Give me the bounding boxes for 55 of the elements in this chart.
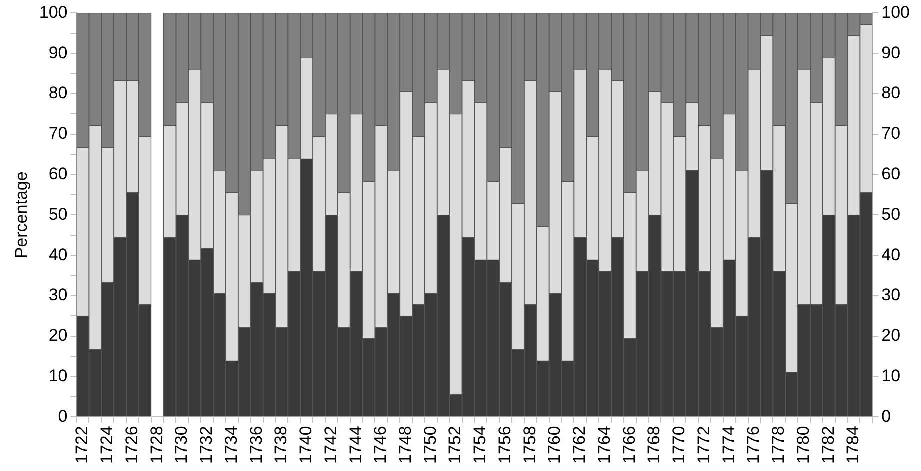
y-tick-label: 20 bbox=[48, 326, 68, 346]
x-tick-label: 1736 bbox=[246, 426, 266, 464]
x-tick-label: 1776 bbox=[744, 426, 764, 464]
x-tick-label: 1782 bbox=[818, 426, 838, 464]
x-tick-label: 1732 bbox=[197, 426, 216, 464]
x-tick-label: 1758 bbox=[520, 426, 540, 464]
x-tick-label: 1754 bbox=[470, 426, 490, 464]
x-tick-label: 1738 bbox=[272, 426, 291, 464]
x-tick-label: 1752 bbox=[446, 426, 465, 464]
y2-tick-label: 10 bbox=[882, 366, 901, 386]
x-tick-label: 1778 bbox=[769, 426, 788, 464]
x-tick-label: 1780 bbox=[794, 426, 813, 464]
y2-tick-label: 100 bbox=[882, 2, 910, 22]
x-tick-label: 1750 bbox=[420, 426, 440, 464]
x-tick-label: 1768 bbox=[644, 426, 664, 464]
x-tick-label: 1770 bbox=[670, 426, 689, 464]
y-axis-title: Percentage bbox=[12, 172, 31, 259]
y-tick-label: 30 bbox=[48, 286, 68, 305]
x-tick-label: 1722 bbox=[72, 426, 92, 464]
y-tick-label: 40 bbox=[48, 245, 68, 264]
x-tick-label: 1746 bbox=[371, 426, 390, 464]
y-tick-label: 100 bbox=[39, 2, 68, 22]
y-tick-label: 80 bbox=[48, 84, 68, 103]
x-tick-label: 1772 bbox=[694, 426, 714, 464]
y2-tick-label: 30 bbox=[882, 286, 901, 305]
x-tick-label: 1744 bbox=[346, 426, 366, 464]
x-tick-label: 1784 bbox=[844, 426, 863, 464]
y2-tick-label: 0 bbox=[882, 406, 892, 426]
x-tick-label: 1730 bbox=[172, 426, 192, 464]
y2-tick-label: 70 bbox=[882, 124, 901, 144]
y-tick-label: 10 bbox=[48, 366, 68, 386]
y2-tick-label: 60 bbox=[882, 164, 901, 184]
x-tick-label: 1766 bbox=[620, 426, 639, 464]
y2-tick-label: 50 bbox=[882, 204, 901, 224]
y-tick-label: 0 bbox=[58, 406, 68, 426]
x-tick-label: 1726 bbox=[122, 426, 142, 464]
y2-tick-label: 80 bbox=[882, 84, 901, 103]
x-tick-label: 1764 bbox=[594, 426, 614, 464]
x-tick-label: 1756 bbox=[495, 426, 514, 464]
y2-tick-label: 40 bbox=[882, 245, 901, 264]
x-tick-label: 1724 bbox=[98, 426, 117, 464]
y-tick-label: 60 bbox=[48, 164, 68, 184]
x-tick-label: 1760 bbox=[545, 426, 564, 464]
x-tick-label: 1734 bbox=[222, 426, 241, 464]
x-tick-label: 1740 bbox=[296, 426, 316, 464]
y2-tick-label: 90 bbox=[882, 43, 901, 62]
y-tick-label: 50 bbox=[48, 204, 68, 224]
x-tick-label: 1742 bbox=[321, 426, 340, 464]
x-tick-label: 1728 bbox=[147, 426, 166, 464]
x-tick-label: 1748 bbox=[396, 426, 415, 464]
y-tick-label: 90 bbox=[48, 43, 68, 62]
y2-tick-label: 20 bbox=[882, 326, 901, 346]
x-tick-label: 1762 bbox=[570, 426, 590, 464]
y-tick-label: 70 bbox=[48, 124, 68, 144]
x-tick-label: 1774 bbox=[719, 426, 738, 464]
